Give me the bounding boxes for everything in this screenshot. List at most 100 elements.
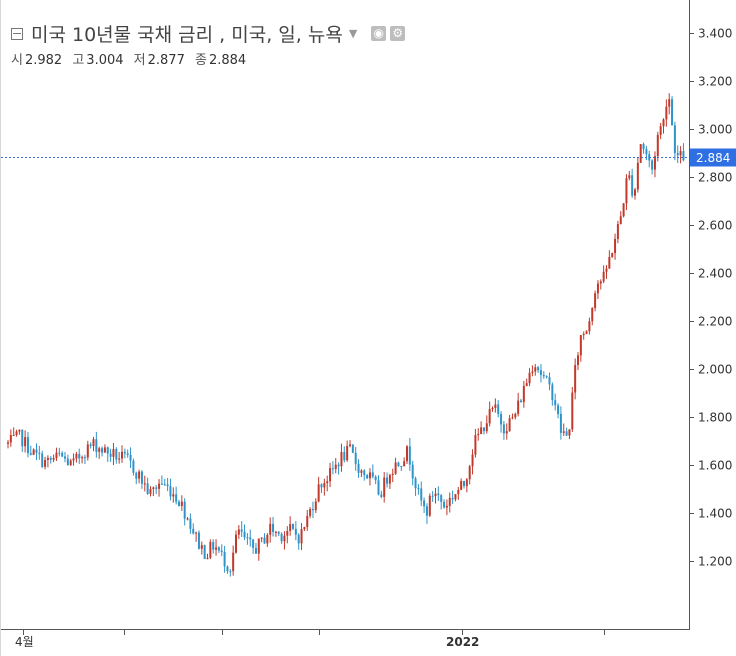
candle[interactable] — [386, 472, 389, 488]
candle[interactable] — [152, 486, 155, 497]
candle[interactable] — [417, 484, 420, 495]
candle[interactable] — [300, 523, 303, 551]
candle[interactable] — [545, 375, 548, 379]
candle[interactable] — [349, 440, 351, 448]
candle[interactable] — [425, 503, 428, 524]
candle[interactable] — [411, 460, 414, 486]
candle[interactable] — [406, 445, 408, 465]
candle[interactable] — [619, 211, 622, 225]
candle[interactable] — [7, 439, 9, 449]
candle[interactable] — [18, 429, 21, 435]
candle[interactable] — [44, 456, 47, 470]
chevron-down-icon[interactable]: ▼ — [348, 27, 358, 40]
candle[interactable] — [220, 544, 223, 557]
candle[interactable] — [160, 475, 163, 485]
candle[interactable] — [311, 501, 314, 519]
eye-icon[interactable]: ◉ — [371, 26, 387, 41]
candle[interactable] — [186, 516, 189, 521]
candle[interactable] — [309, 507, 312, 519]
candle[interactable] — [682, 143, 685, 162]
candle[interactable] — [468, 464, 471, 485]
candle[interactable] — [72, 453, 75, 466]
candle[interactable] — [577, 352, 579, 371]
candle[interactable] — [634, 187, 636, 200]
candle[interactable] — [35, 443, 38, 461]
gear-icon[interactable]: ⚙ — [390, 26, 406, 41]
candle[interactable] — [212, 539, 215, 554]
candle[interactable] — [668, 93, 671, 115]
candle[interactable] — [539, 364, 542, 383]
candle[interactable] — [366, 473, 369, 480]
candle[interactable] — [591, 307, 594, 326]
candle[interactable] — [602, 265, 605, 284]
candle[interactable] — [192, 523, 195, 535]
candle[interactable] — [662, 118, 665, 134]
candle[interactable] — [109, 448, 112, 462]
candle[interactable] — [178, 499, 180, 507]
time-axis[interactable]: 4월 2022 — [1, 629, 689, 650]
candle[interactable] — [383, 472, 386, 503]
candle[interactable] — [346, 440, 349, 462]
candle[interactable] — [9, 429, 12, 447]
candle[interactable] — [622, 202, 625, 218]
candle[interactable] — [146, 477, 149, 495]
candle[interactable] — [557, 403, 560, 419]
candle[interactable] — [58, 447, 61, 457]
candle[interactable] — [52, 454, 55, 463]
candle[interactable] — [314, 498, 317, 514]
candle[interactable] — [306, 510, 309, 531]
candle[interactable] — [86, 440, 89, 461]
candle[interactable] — [49, 456, 52, 464]
candle[interactable] — [274, 530, 277, 537]
candle[interactable] — [363, 469, 366, 481]
candle[interactable] — [61, 451, 64, 458]
candle[interactable] — [249, 529, 252, 547]
candle[interactable] — [671, 96, 674, 126]
candle[interactable] — [101, 446, 104, 457]
candle[interactable] — [351, 444, 354, 454]
candle[interactable] — [596, 280, 599, 300]
candle[interactable] — [565, 427, 568, 437]
candle[interactable] — [343, 446, 346, 463]
candle[interactable] — [254, 542, 257, 554]
candle[interactable] — [75, 451, 78, 463]
candle[interactable] — [443, 499, 446, 509]
candle[interactable] — [206, 553, 209, 560]
candle[interactable] — [505, 423, 508, 440]
candle[interactable] — [494, 398, 497, 413]
candle[interactable] — [608, 250, 611, 269]
candle[interactable] — [636, 157, 639, 193]
candle[interactable] — [673, 121, 676, 161]
candle[interactable] — [414, 476, 417, 496]
candle[interactable] — [582, 331, 585, 340]
candle[interactable] — [257, 538, 260, 561]
candle[interactable] — [163, 478, 166, 486]
candle[interactable] — [83, 454, 86, 465]
candle[interactable] — [24, 430, 27, 453]
candle[interactable] — [437, 486, 440, 501]
candle[interactable] — [354, 447, 357, 471]
candle[interactable] — [631, 168, 634, 198]
candle[interactable] — [41, 450, 44, 469]
candle[interactable] — [46, 455, 49, 468]
candle[interactable] — [388, 473, 391, 490]
candle[interactable] — [183, 498, 186, 526]
candle[interactable] — [571, 387, 574, 432]
candle[interactable] — [106, 446, 109, 462]
candle[interactable] — [403, 457, 406, 467]
candle[interactable] — [303, 526, 306, 532]
candle[interactable] — [511, 413, 514, 420]
candle[interactable] — [263, 533, 266, 544]
candle[interactable] — [166, 477, 169, 492]
collapse-legend-icon[interactable] — [11, 27, 23, 40]
candle[interactable] — [280, 532, 283, 544]
candle[interactable] — [169, 478, 172, 501]
candle[interactable] — [639, 143, 642, 163]
candle[interactable] — [679, 146, 682, 164]
candle[interactable] — [38, 445, 41, 460]
candle[interactable] — [243, 524, 246, 541]
candle[interactable] — [579, 335, 582, 362]
candle[interactable] — [252, 539, 255, 554]
